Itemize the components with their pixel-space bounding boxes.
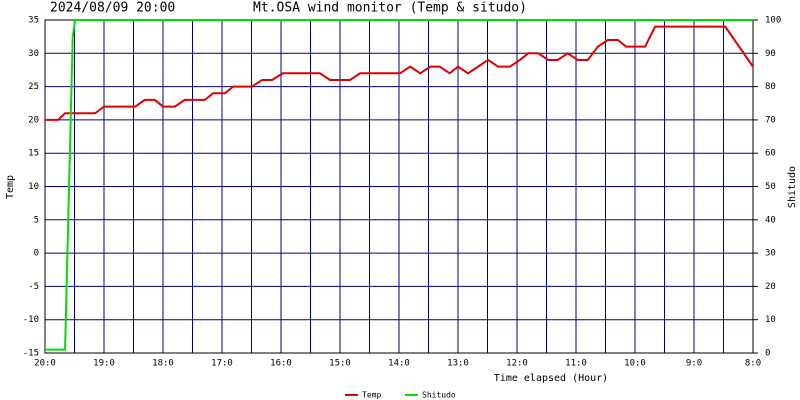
y-axis-label: Temp <box>5 175 16 199</box>
x-tick-label: 18:0 <box>152 359 174 369</box>
x-tick-label: 12:0 <box>506 359 528 369</box>
y-tick-label: 25 <box>28 82 39 92</box>
y-tick-label: 10 <box>28 182 39 192</box>
series-line <box>45 25 754 121</box>
legend-label: Temp <box>362 391 381 400</box>
x-tick-label: 19:0 <box>93 359 115 369</box>
chart-subtitle: 2024/08/09 20:00 <box>50 1 175 16</box>
y-tick-label: 5 <box>34 215 39 225</box>
y2-axis-label: Shitudo <box>787 166 798 208</box>
y2-tick-label: 70 <box>765 115 776 125</box>
y-tick-label: 30 <box>28 49 39 59</box>
x-tick-label: 14:0 <box>388 359 410 369</box>
x-tick-label: 8:0 <box>745 359 761 369</box>
legend-label: Shitudo <box>422 391 456 400</box>
x-tick-label: 17:0 <box>211 359 233 369</box>
x-tick-label: 10:0 <box>624 359 646 369</box>
x-axis-label: Time elapsed (Hour) <box>494 373 608 384</box>
y2-tick-label: 0 <box>765 349 770 359</box>
y-tick-label: -10 <box>23 315 39 325</box>
y-tick-label: 15 <box>28 149 39 159</box>
y2-tick-label: 30 <box>765 249 776 259</box>
y-tick-label: 35 <box>28 16 39 26</box>
x-tick-label: 20:0 <box>34 359 56 369</box>
chart-title: Mt.OSA wind monitor (Temp & situdo) <box>253 1 527 16</box>
y2-tick-label: 80 <box>765 82 776 92</box>
y2-tick-label: 40 <box>765 215 776 225</box>
y2-tick-label: 90 <box>765 49 776 59</box>
x-tick-label: 15:0 <box>329 359 351 369</box>
y-tick-label: -15 <box>23 349 39 359</box>
y2-tick-label: 20 <box>765 282 776 292</box>
y-tick-label: -5 <box>28 282 39 292</box>
x-tick-label: 16:0 <box>270 359 292 369</box>
y2-tick-label: 60 <box>765 149 776 159</box>
x-tick-label: 13:0 <box>447 359 469 369</box>
y2-tick-label: 50 <box>765 182 776 192</box>
y2-tick-label: 10 <box>765 315 776 325</box>
y-tick-label: 0 <box>34 249 39 259</box>
y-tick-label: 20 <box>28 115 39 125</box>
series-line <box>45 19 753 351</box>
x-tick-label: 11:0 <box>565 359 587 369</box>
y2-tick-label: 100 <box>765 16 781 26</box>
x-tick-label: 9:0 <box>686 359 702 369</box>
